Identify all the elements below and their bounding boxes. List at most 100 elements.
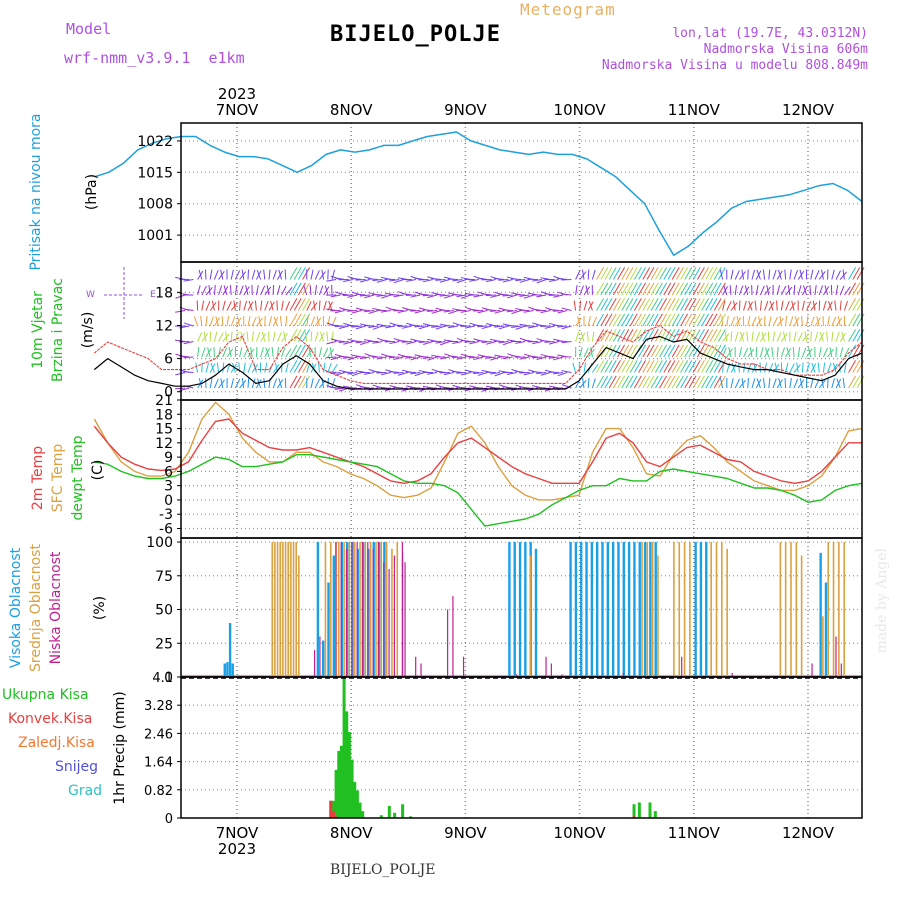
x-day-label-bottom: 12NOV — [782, 824, 835, 842]
precip-total-bar — [632, 804, 636, 818]
x-day-label-top: 8NOV — [330, 101, 373, 119]
low-cloud-bar — [516, 674, 518, 677]
y-tick-label: 21 — [155, 393, 173, 409]
y-tick-label: -6 — [159, 521, 173, 537]
mid-cloud-bar — [396, 542, 399, 677]
pressure-unit: (hPa) — [84, 174, 100, 210]
low-cloud-bar — [351, 542, 353, 677]
precip-conv-bar — [632, 816, 636, 818]
lonlat-text: lon,lat (19.7E, 43.0312N) — [672, 26, 868, 41]
low-cloud-bar — [361, 542, 364, 677]
y-tick-label: 9 — [164, 450, 173, 466]
y-tick-label: 15 — [155, 422, 173, 438]
year-label-bottom: 2023 — [218, 840, 256, 858]
mid-cloud-ylabel: Srednja Oblacnost — [28, 544, 44, 672]
y-tick-label: 12 — [155, 436, 173, 452]
precip-legend-item: Konvek.Kisa — [8, 711, 92, 727]
mid-cloud-bar — [641, 542, 643, 677]
mid-cloud-bar — [329, 542, 332, 677]
high-cloud-bar — [590, 542, 594, 677]
y-tick-label: 100 — [146, 535, 173, 551]
mid-cloud-bar — [375, 542, 377, 677]
precip-total-bar — [339, 745, 343, 818]
high-cloud-bar — [601, 542, 604, 677]
y-tick-label: 1008 — [137, 197, 173, 213]
high-cloud-bar — [580, 542, 583, 677]
high-cloud-bar — [649, 542, 652, 677]
mid-cloud-bar — [337, 542, 340, 677]
precip-total-bar — [637, 802, 641, 818]
high-cloud-bar — [611, 542, 615, 677]
precip-legend-item: Ukupna Kisa — [2, 687, 89, 703]
mid-cloud-bar — [843, 542, 845, 677]
mid-cloud-bar — [369, 542, 372, 677]
high-cloud-bar — [327, 582, 330, 677]
low-cloud-bar — [401, 542, 403, 677]
mid-cloud-bar — [784, 542, 787, 677]
low-cloud-bar — [731, 672, 733, 677]
model-label: Model — [66, 20, 112, 38]
precip-total-bar — [334, 769, 338, 818]
precip-total-bar — [379, 815, 383, 818]
mid-cloud-bar — [287, 542, 290, 677]
low-cloud-bar — [314, 650, 316, 677]
high-cloud-bar — [617, 542, 620, 677]
panel-bg-4 — [181, 677, 862, 818]
wind-unit: (m/s) — [80, 312, 96, 349]
precip-ylabel: 1hr Precip (mm) — [112, 691, 128, 804]
low-cloud-bar — [356, 542, 358, 677]
y-tick-label: 1015 — [137, 165, 173, 181]
high-cloud-bar — [231, 663, 234, 677]
temp-unit: (C) — [90, 460, 106, 481]
high-cloud-bar — [595, 542, 599, 677]
low-cloud-bar — [377, 542, 380, 677]
low-cloud-bar — [404, 562, 406, 677]
precip-total-bar — [361, 811, 365, 818]
mid-cloud-bar — [385, 542, 388, 677]
precip-legend-item: Zaledj.Kisa — [18, 735, 95, 751]
year-label-top: 2023 — [218, 85, 256, 103]
mid-cloud-bar — [673, 542, 675, 677]
high-cloud-bar — [518, 542, 522, 677]
y-tick-label: -3 — [159, 507, 173, 523]
low-cloud-bar — [388, 569, 390, 677]
high-cloud-bar — [705, 542, 708, 677]
precip-total-bar — [337, 750, 341, 818]
mid-cloud-bar — [800, 555, 803, 677]
precip-total-bar — [350, 759, 354, 818]
low-cloud-bar — [452, 596, 454, 677]
y-tick-label: 18 — [155, 285, 173, 301]
y-tick-label: 6 — [164, 464, 173, 480]
high-cloud-bar — [819, 552, 822, 677]
panel-bg-1 — [181, 262, 862, 400]
high-cloud-bar — [633, 542, 636, 677]
sfc-ylabel: SFC Temp — [50, 444, 66, 513]
footer-title: BIJELO_POLJE — [330, 862, 436, 878]
high-cloud-bar — [638, 542, 641, 677]
high-cloud-bar — [699, 542, 703, 677]
mid-cloud-bar — [364, 542, 367, 677]
wind-gust-line — [93, 324, 863, 384]
x-day-label-bottom: 10NOV — [554, 824, 607, 842]
wind-ylabel-1: 10m Vjetar — [30, 291, 46, 369]
high-cloud-bar — [585, 542, 588, 677]
x-day-label-top: 9NOV — [444, 101, 487, 119]
precip-total-bar — [355, 790, 359, 818]
high-cloud-bar — [643, 542, 647, 677]
y-tick-label: 3.28 — [144, 699, 173, 714]
mid-cloud-bar — [715, 542, 718, 677]
y-tick-label: 1001 — [137, 228, 173, 244]
panel-border-4 — [180, 676, 863, 819]
mid-cloud-bar — [284, 542, 287, 677]
mid-cloud-bar — [779, 542, 782, 677]
y-tick-label: 12 — [155, 318, 173, 334]
precip-conv-bar — [334, 816, 338, 818]
mid-cloud-bar — [838, 542, 840, 677]
dewpt-line — [94, 454, 863, 527]
svg-text:E: E — [150, 290, 156, 300]
y-tick-label: 6 — [164, 352, 173, 368]
mid-cloud-bar — [678, 542, 681, 677]
mid-cloud-bar — [529, 555, 532, 677]
x-day-label-bottom: 11NOV — [668, 824, 721, 842]
